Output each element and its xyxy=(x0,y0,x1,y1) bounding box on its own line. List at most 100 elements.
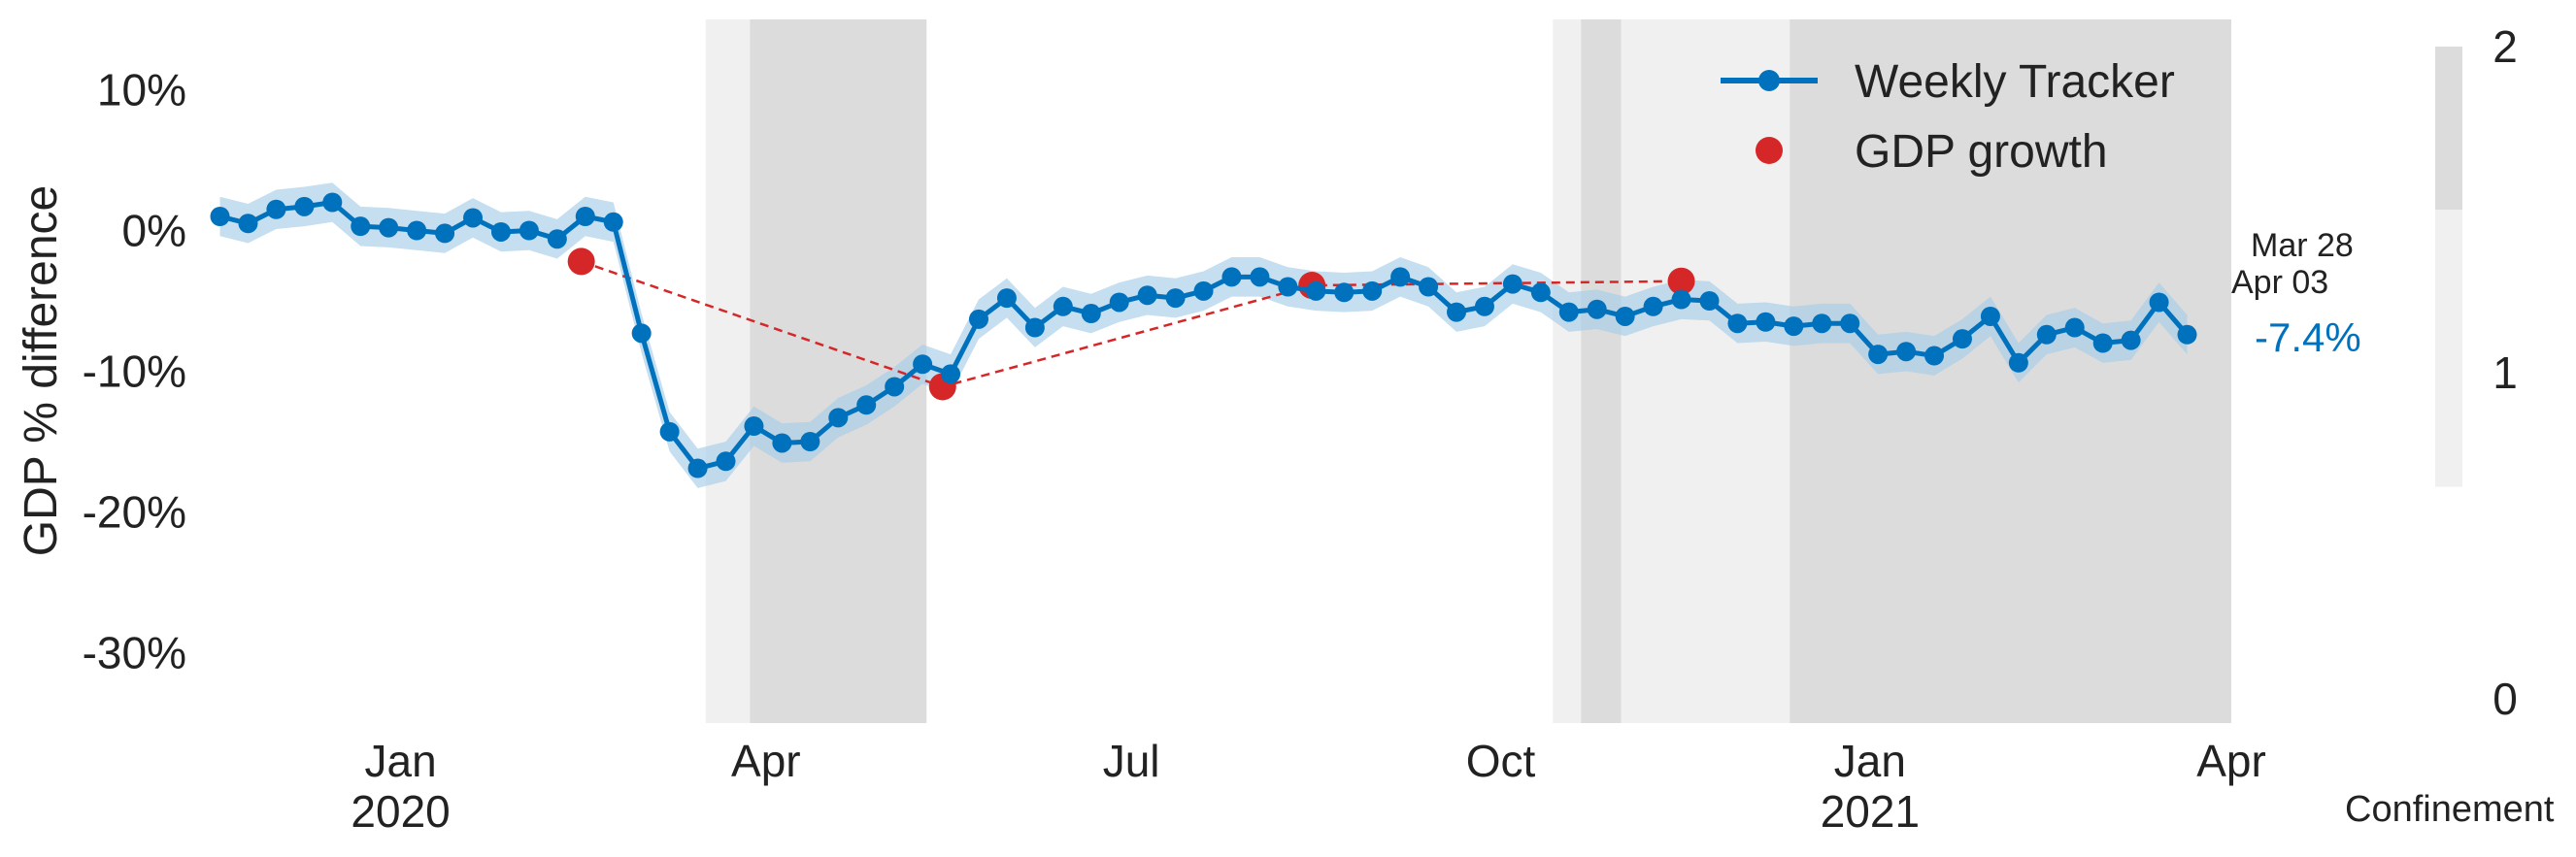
weekly-tracker-point-4 xyxy=(322,192,343,213)
weekly-tracker-point-23 xyxy=(856,395,877,415)
weekly-tracker-point-49 xyxy=(1587,299,1607,319)
weekly-tracker-point-11 xyxy=(519,220,539,241)
weekly-tracker-point-45 xyxy=(1474,296,1494,316)
confinement-period-3 xyxy=(1581,19,1622,723)
weekly-tracker-point-3 xyxy=(294,196,315,216)
weekly-tracker-point-66 xyxy=(2064,317,2085,338)
weekly-tracker-point-37 xyxy=(1250,267,1270,287)
confinement-colorbar: 0 1 2 xyxy=(2435,21,2518,724)
weekly-tracker-point-47 xyxy=(1530,282,1551,303)
weekly-tracker-point-65 xyxy=(2036,324,2057,345)
weekly-tracker-point-19 xyxy=(744,416,764,437)
weekly-tracker-point-9 xyxy=(463,208,484,228)
weekly-tracker-series xyxy=(210,192,2197,478)
weekly-tracker-point-22 xyxy=(828,408,849,428)
weekly-tracker-point-26 xyxy=(941,364,961,384)
x-tick-year-4: 2021 xyxy=(1821,786,1920,837)
weekly-tracker-point-21 xyxy=(800,432,820,451)
weekly-tracker-point-1 xyxy=(238,214,258,234)
legend: Weekly Tracker GDP growth xyxy=(1721,56,2175,178)
weekly-tracker-point-25 xyxy=(913,354,933,375)
weekly-tracker-point-63 xyxy=(1980,306,2000,326)
weekly-tracker-point-61 xyxy=(1924,346,1945,366)
x-tick-label-2: Jul xyxy=(1103,736,1160,786)
gdp-growth-point-0 xyxy=(567,247,595,276)
x-tick-label-5: Apr xyxy=(2196,736,2266,786)
weekly-tracker-point-48 xyxy=(1558,302,1579,322)
annotation-date-line1: Mar 28 xyxy=(2251,227,2354,264)
annotation-last-value: -7.4% xyxy=(2255,314,2361,360)
weekly-tracker-point-55 xyxy=(1756,312,1776,332)
weekly-tracker-point-6 xyxy=(379,217,399,238)
weekly-tracker-point-58 xyxy=(1840,313,1860,334)
weekly-tracker-point-50 xyxy=(1615,306,1635,326)
weekly-tracker-point-24 xyxy=(885,377,905,397)
weekly-tracker-point-33 xyxy=(1137,285,1157,306)
colorbar-tick-label-0: 0 xyxy=(2492,674,2518,724)
y-tick-label-0: 10% xyxy=(97,65,186,115)
weekly-tracker-point-5 xyxy=(351,216,371,237)
gdp-growth-line xyxy=(581,260,1682,388)
weekly-tracker-point-0 xyxy=(210,207,230,226)
weekly-tracker-point-43 xyxy=(1419,277,1439,297)
weekly-tracker-point-28 xyxy=(996,288,1017,309)
weekly-tracker-point-40 xyxy=(1334,282,1355,303)
y-tick-label-4: -30% xyxy=(83,628,186,678)
weekly-tracker-point-13 xyxy=(575,207,595,226)
weekly-tracker-point-8 xyxy=(435,223,455,244)
x-tick-label-0: Jan xyxy=(365,736,437,786)
annotation-date-line2: Apr 03 xyxy=(2231,264,2328,301)
x-tick-year-0: 2020 xyxy=(351,786,450,837)
weekly-tracker-point-32 xyxy=(1109,292,1129,313)
colorbar-tick-label-2: 2 xyxy=(2492,21,2518,72)
weekly-tracker-point-36 xyxy=(1221,267,1242,287)
weekly-tracker-point-27 xyxy=(968,309,988,329)
confinement-period-0 xyxy=(705,19,751,723)
colorbar-level-1 xyxy=(2435,210,2462,487)
weekly-tracker-point-68 xyxy=(2121,330,2141,350)
weekly-tracker-point-15 xyxy=(631,323,652,344)
weekly-tracker-point-64 xyxy=(2008,352,2028,373)
weekly-tracker-point-56 xyxy=(1784,316,1804,337)
weekly-tracker-point-31 xyxy=(1081,304,1101,324)
weekly-tracker-point-29 xyxy=(1024,317,1045,338)
weekly-tracker-point-44 xyxy=(1447,302,1467,322)
weekly-tracker-point-35 xyxy=(1193,280,1214,301)
weekly-tracker-point-52 xyxy=(1671,289,1691,310)
weekly-tracker-point-30 xyxy=(1053,296,1073,316)
weekly-tracker-point-62 xyxy=(1952,329,1972,349)
weekly-tracker-point-17 xyxy=(687,458,708,478)
weekly-tracker-point-16 xyxy=(659,421,680,442)
x-tick-label-4: Jan xyxy=(1834,736,1906,786)
y-tick-label-1: 0% xyxy=(122,206,186,256)
weekly-tracker-point-57 xyxy=(1812,313,1832,334)
colorbar-tick-label-1: 1 xyxy=(2492,347,2518,398)
weekly-tracker-point-2 xyxy=(266,199,286,219)
legend-weekly-tracker-label: Weekly Tracker xyxy=(1855,56,2175,108)
y-axis: 10% 0% -10% -20% -30% xyxy=(83,65,186,678)
y-tick-label-3: -20% xyxy=(83,487,186,538)
weekly-tracker-point-39 xyxy=(1306,280,1326,301)
weekly-tracker-point-7 xyxy=(407,220,427,241)
weekly-tracker-point-12 xyxy=(547,229,567,249)
confinement-period-2 xyxy=(1553,19,1582,723)
x-tick-label-1: Apr xyxy=(731,736,801,786)
gdp-growth-point-3 xyxy=(1667,267,1695,295)
y-tick-label-2: -10% xyxy=(83,346,186,397)
weekly-tracker-point-46 xyxy=(1502,274,1522,294)
weekly-tracker-point-18 xyxy=(716,451,736,472)
weekly-tracker-point-10 xyxy=(490,221,511,242)
confinement-label: Confinement xyxy=(2345,789,2555,830)
legend-gdp-growth-swatch-marker xyxy=(1756,137,1783,164)
weekly-tracker-point-69 xyxy=(2149,292,2169,313)
weekly-tracker-point-59 xyxy=(1868,345,1889,365)
weekly-tracker-point-67 xyxy=(2092,333,2113,353)
legend-weekly-tracker-swatch-marker xyxy=(1758,70,1780,91)
weekly-tracker-point-42 xyxy=(1390,267,1411,287)
confinement-period-5 xyxy=(1790,19,2231,723)
weekly-tracker-point-51 xyxy=(1643,296,1663,316)
weekly-tracker-point-53 xyxy=(1699,291,1720,311)
weekly-tracker-point-54 xyxy=(1727,313,1748,334)
